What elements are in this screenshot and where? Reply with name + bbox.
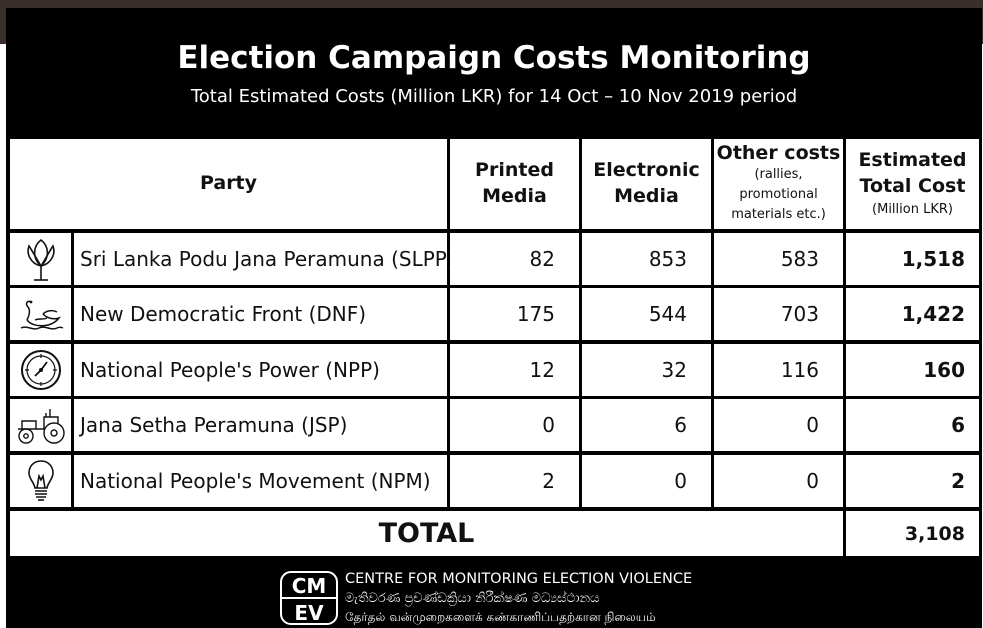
party-logo-jsp [10,399,71,451]
total-slpp: 1,518 [846,233,979,285]
tractor-icon [17,409,65,444]
party-logo-npp [10,344,71,396]
party-name-npm: National People's Movement (NPM) [74,455,447,507]
electronic-dnf: 544 [582,288,711,340]
compass-icon [20,350,61,390]
total-npm: 2 [846,455,979,507]
lotus-icon [26,238,55,281]
printed-jsp: 0 [450,399,579,451]
total-label: TOTAL [10,511,843,556]
other-npp: 116 [714,344,843,396]
printed-slpp: 82 [450,233,579,285]
cmev-logo-top: CM [292,574,327,598]
header-other-note1: (rallies, [754,167,803,183]
other-dnf: 703 [714,288,843,340]
swan-icon [20,300,63,330]
cmev-logo: CM EV [280,571,338,625]
electronic-jsp: 6 [582,399,711,451]
total-jsp: 6 [846,399,979,451]
page-title: Election Campaign Costs Monitoring [177,40,811,76]
footer-org: CENTRE FOR MONITORING ELECTION VIOLENCE … [345,570,692,627]
header-other-note3: materials etc.) [731,207,826,223]
header-electronic: Electronic Media [582,139,711,229]
header-other-note2: promotional [739,187,818,203]
party-logo-dnf [10,288,71,340]
header-printed-line2: Media [482,185,547,207]
page-subtitle: Total Estimated Costs (Million LKR) for … [190,86,798,107]
header-estimated-note: (Million LKR) [872,201,953,217]
other-jsp: 0 [714,399,843,451]
header-estimated-line2: Total Cost [859,174,966,197]
header-electronic-line2: Media [614,185,679,207]
header-printed-line1: Printed [475,159,554,182]
other-npm: 0 [714,455,843,507]
party-logo-npm [10,455,71,507]
header-estimated: Estimated Total Cost (Million LKR) [846,139,979,229]
party-name-slpp: Sri Lanka Podu Jana Peramuna (SLPP) [74,233,455,285]
footer-line-english: CENTRE FOR MONITORING ELECTION VIOLENCE [345,571,693,587]
header-other: Other costs (rallies, promotional materi… [714,139,843,229]
party-logo-slpp [10,233,71,285]
footer-line-tamil: தேர்தல் வன்முறைகளைக் கண்காணிப்பதற்கான நி… [345,610,656,624]
printed-dnf: 175 [450,288,579,340]
footer-line-sinhala: මැතිවරණ ප්‍රචණ්ඩක්‍රියා නිරීක්ෂණ මධ්‍යස්… [345,591,600,606]
total-dnf: 1,422 [846,288,979,340]
header-printed: Printed Media [450,139,579,229]
total-npp: 160 [846,344,979,396]
electronic-slpp: 853 [582,233,711,285]
grand-total: 3,108 [846,511,979,556]
header-electronic-line1: Electronic [593,159,700,182]
party-name-npp: National People's Power (NPP) [74,344,447,396]
printed-npp: 12 [450,344,579,396]
printed-npm: 2 [450,455,579,507]
cmev-logo-bottom: EV [294,601,324,625]
header-other-line1: Other costs [716,142,841,165]
header-estimated-line1: Estimated [858,149,967,172]
other-slpp: 583 [714,233,843,285]
electronic-npm: 0 [582,455,711,507]
bulb-icon [27,460,54,501]
header-party: Party [10,139,447,229]
header-party-label: Party [199,172,258,195]
party-name-dnf: New Democratic Front (DNF) [74,288,447,340]
party-name-jsp: Jana Setha Peramuna (JSP) [74,399,447,451]
electronic-npp: 32 [582,344,711,396]
